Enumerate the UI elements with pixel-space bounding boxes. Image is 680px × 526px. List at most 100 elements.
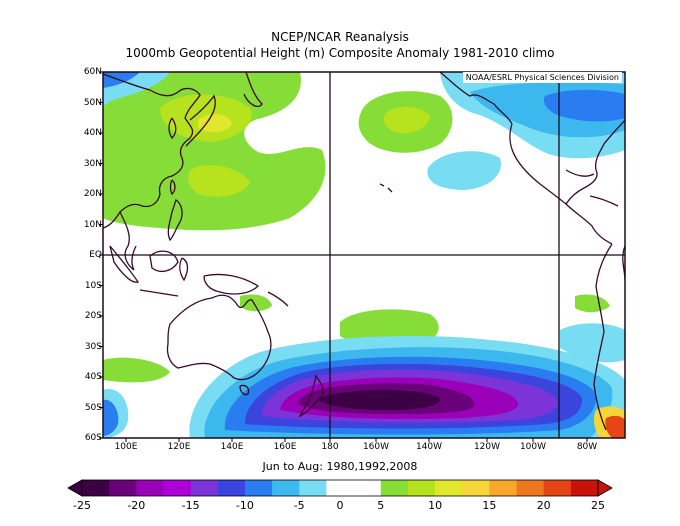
colorbar-min-arrow (67, 479, 83, 497)
negative-anomaly-soc-core (318, 389, 441, 410)
coast-tasmania (239, 384, 250, 396)
coast-new-zealand (298, 374, 324, 418)
coast-philippines (167, 198, 183, 242)
chart-subtitle: 1000mb Geopotential Height (m) Composite… (125, 46, 555, 60)
colorbar-tick-label: -5 (293, 499, 305, 512)
coast-kamchatka (243, 72, 263, 108)
colorbar-cell (543, 480, 572, 496)
coast-borneo (149, 250, 179, 273)
lon-label-180: 180 (321, 442, 339, 452)
positive-anomaly-wpac (240, 294, 272, 312)
coast-japan (185, 94, 216, 147)
positive-anomaly-indian (103, 357, 170, 383)
colorbar-tick-label: -20 (127, 499, 146, 512)
anomaly-field (103, 72, 625, 438)
lon-label-120w: 120W (473, 442, 501, 452)
positive-anomaly-sam (575, 294, 610, 313)
positive-anomaly-asia (103, 72, 326, 231)
coast-java (139, 289, 179, 297)
colorbar-cell (435, 480, 463, 496)
coast-new-guinea (203, 273, 260, 295)
positive-anomaly-asia-peak (198, 114, 232, 133)
coast-korea (168, 117, 177, 140)
colorbar-cell (272, 480, 300, 496)
colorbar-cell (353, 480, 382, 496)
colorbar-tick-label: -25 (73, 499, 91, 512)
coastlines (103, 72, 625, 431)
negative-anomaly-samerica (560, 323, 625, 363)
coast-na-east (565, 119, 625, 205)
lat-label-40s: 40S (84, 372, 102, 382)
lon-label-160e: 160E (273, 442, 297, 452)
coast-sumatra (109, 245, 140, 283)
colorbar-tick-label: 15 (482, 499, 497, 512)
colorbar-tick-label: 0 (336, 499, 344, 512)
lat-label-50s: 50S (84, 402, 102, 413)
lat-label-20n: 20N (83, 189, 102, 199)
colorbar-tick-label: 20 (536, 499, 551, 512)
colorbar-tick-label: -10 (235, 499, 254, 512)
colorbar (67, 479, 613, 497)
colorbar-cell (109, 480, 137, 496)
positive-anomaly-asia-core-2 (188, 165, 250, 197)
colorbar-tick-label: 25 (591, 499, 605, 512)
period-label: Jun to Aug: 1980,1992,2008 (262, 460, 418, 473)
credit-label: NOAA/ESRL Physical Sciences Division (462, 72, 622, 83)
lat-label-30n: 30N (83, 158, 102, 169)
coast-asia (103, 73, 201, 229)
lon-label-140w: 140W (415, 442, 443, 452)
coast-na-west (509, 123, 613, 245)
colorbar-cell (489, 480, 517, 496)
colorbar-cell (380, 480, 409, 496)
lon-label-120e: 120E (167, 442, 191, 452)
colorbar-cells (82, 480, 599, 496)
lat-label-20s: 20S (84, 311, 102, 321)
axis-ticks (99, 71, 588, 442)
coast-indochina (119, 211, 137, 271)
colorbar-cell (136, 480, 164, 496)
coast-australia (166, 294, 272, 381)
lat-label-10n: 10N (83, 219, 102, 230)
lon-label-80w: 80W (576, 442, 598, 452)
lat-label-30s: 30S (84, 341, 102, 352)
colorbar-cell (190, 480, 219, 496)
positive-anomaly-drake-peak (605, 415, 625, 438)
colorbar-cell (82, 480, 110, 496)
coast-sa (593, 243, 613, 431)
chart-title: NCEP/NCAR Reanalysis (271, 30, 409, 44)
lon-label-100w: 100W (519, 442, 547, 452)
colorbar-cell (407, 480, 436, 496)
lat-label-60s: 60S (84, 433, 102, 443)
colorbar-cell (217, 480, 246, 496)
colorbar-tick-label: 5 (377, 499, 385, 512)
colorbar-cell (244, 480, 273, 496)
lon-label-160w: 160W (362, 442, 390, 452)
colorbar-tick-label: 10 (428, 499, 443, 512)
coast-gulf (565, 169, 595, 177)
lat-label-40n: 40N (83, 128, 102, 138)
coast-taiwan (169, 179, 176, 196)
lat-label-eq: EQ (89, 250, 102, 260)
lat-label-50n: 50N (83, 97, 102, 108)
colorbar-tick-label: -15 (181, 499, 200, 512)
coast-cuba (589, 195, 619, 207)
coast-alaska (439, 72, 513, 125)
colorbar-cell (462, 480, 490, 496)
colorbar-cell (163, 480, 192, 496)
lat-label-10s: 10S (84, 280, 102, 291)
coast-hawaii (379, 183, 393, 193)
coast-solomon (267, 291, 289, 307)
lon-label-100e: 100E (114, 442, 138, 452)
lat-label-60n: 60N (83, 67, 102, 77)
negative-anomaly-sio-deep (103, 399, 119, 436)
negative-anomaly-namerica-deep (543, 89, 625, 122)
colorbar-frame (81, 479, 599, 497)
colorbar-cell (326, 480, 354, 496)
lon-label-140e: 140E (220, 442, 244, 452)
colorbar-cell (570, 480, 599, 496)
colorbar-cell (299, 480, 327, 496)
colorbar-max-arrow (597, 479, 613, 497)
positive-anomaly-npac-core (383, 106, 430, 134)
colorbar-cell (516, 480, 545, 496)
